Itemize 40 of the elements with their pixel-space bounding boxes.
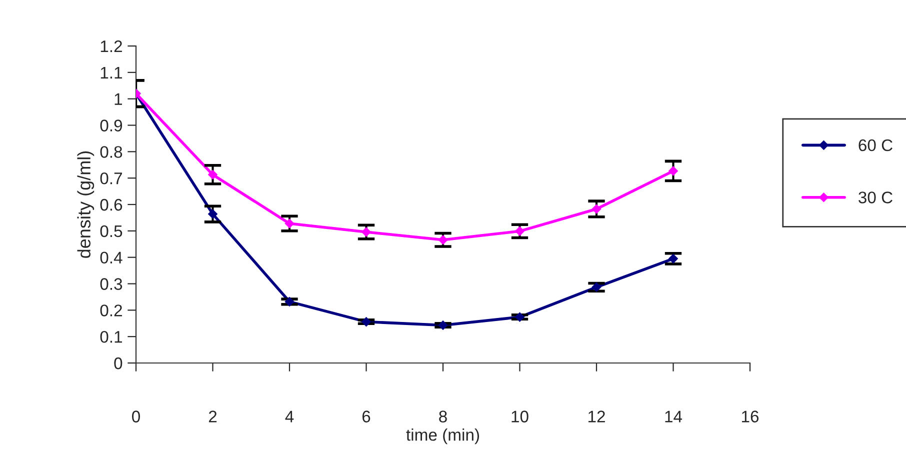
x-tick-label: 2 bbox=[208, 410, 217, 422]
point bbox=[592, 282, 602, 292]
point bbox=[284, 218, 294, 228]
y-tick-label: 0.8 bbox=[100, 146, 122, 158]
y-tick-label: 0.6 bbox=[100, 198, 122, 211]
point bbox=[362, 317, 371, 326]
x-tick-label: 10 bbox=[512, 410, 528, 422]
x-tick-label: 4 bbox=[285, 410, 294, 422]
x-tick-label: 8 bbox=[439, 410, 447, 422]
y-tick-label: 0.5 bbox=[100, 225, 122, 238]
y-tick-label: 0.2 bbox=[100, 304, 122, 316]
point bbox=[592, 204, 602, 214]
y-tick-label: 0.7 bbox=[100, 172, 122, 184]
y-tick-label: 0.1 bbox=[100, 330, 122, 343]
legend-label: 30 C bbox=[858, 192, 892, 204]
point bbox=[208, 209, 218, 219]
y-axis-title: density (g/ml) bbox=[77, 151, 94, 258]
point bbox=[284, 297, 294, 306]
x-tick-label: 0 bbox=[132, 410, 140, 422]
y-tick-label: 0.3 bbox=[100, 278, 122, 290]
point bbox=[438, 235, 448, 245]
point bbox=[515, 312, 524, 322]
y-tick-label: 0.4 bbox=[100, 252, 122, 264]
x-axis-title: time (min) bbox=[406, 428, 480, 444]
point bbox=[438, 320, 448, 330]
point bbox=[668, 254, 678, 264]
point bbox=[208, 170, 218, 180]
x-tick-label: 12 bbox=[588, 410, 605, 422]
point bbox=[515, 226, 524, 236]
x-tick-label: 14 bbox=[665, 410, 682, 422]
y-tick-label: 0.9 bbox=[100, 120, 122, 132]
y-tick-label: 0 bbox=[114, 357, 122, 370]
y-tick-label: 1.1 bbox=[100, 66, 122, 78]
point bbox=[668, 166, 678, 176]
legend-label: 60 C bbox=[858, 139, 892, 152]
x-tick-label: 16 bbox=[742, 410, 759, 422]
y-tick-label: 1 bbox=[114, 93, 122, 105]
x-tick-label: 6 bbox=[362, 410, 370, 422]
point bbox=[362, 227, 371, 237]
y-tick-label: 1.2 bbox=[100, 40, 122, 52]
